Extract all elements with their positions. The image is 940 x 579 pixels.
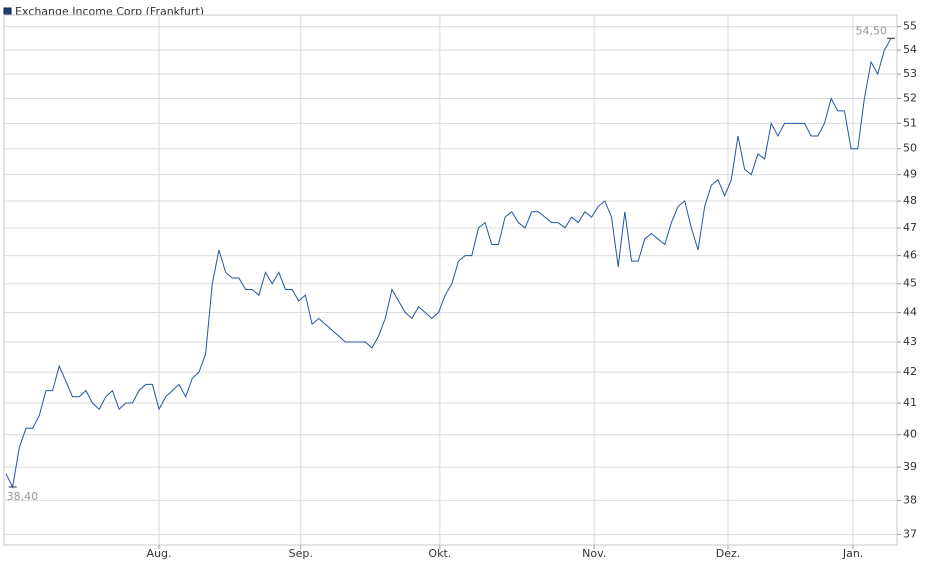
y-tick-label: 52 bbox=[903, 91, 917, 104]
plot-area bbox=[3, 14, 898, 546]
y-tick-label: 44 bbox=[903, 306, 917, 319]
extreme-label: 54,50 bbox=[856, 24, 888, 37]
extreme-label: 38,40 bbox=[7, 490, 38, 503]
y-tick-label: 42 bbox=[903, 365, 917, 378]
x-tick-label: Jan. bbox=[842, 547, 863, 560]
y-tick-label: 45 bbox=[903, 277, 917, 290]
y-tick-label: 38 bbox=[903, 493, 917, 506]
x-tick-label: Nov. bbox=[582, 547, 606, 560]
y-tick-label: 49 bbox=[903, 168, 917, 181]
y-tick-label: 40 bbox=[903, 428, 917, 441]
y-tick-label: 39 bbox=[903, 460, 917, 473]
legend-swatch bbox=[3, 7, 12, 16]
y-tick-label: 53 bbox=[903, 67, 917, 80]
y-tick-label: 46 bbox=[903, 249, 917, 262]
y-tick-label: 50 bbox=[903, 142, 917, 155]
y-tick-label: 43 bbox=[903, 335, 917, 348]
x-tick-label: Okt. bbox=[428, 547, 451, 560]
y-tick-label: 51 bbox=[903, 116, 917, 129]
x-tick-label: Aug. bbox=[147, 547, 172, 560]
y-tick-label: 54 bbox=[903, 43, 917, 56]
y-tick-label: 37 bbox=[903, 528, 917, 541]
x-tick-label: Sep. bbox=[289, 547, 313, 560]
price-line bbox=[5, 38, 892, 489]
y-tick-label: 48 bbox=[903, 194, 917, 207]
y-tick-label: 41 bbox=[903, 396, 917, 409]
y-tick-label: 55 bbox=[903, 20, 917, 33]
y-tick-label: 47 bbox=[903, 221, 917, 234]
x-tick-label: Dez. bbox=[716, 547, 741, 560]
